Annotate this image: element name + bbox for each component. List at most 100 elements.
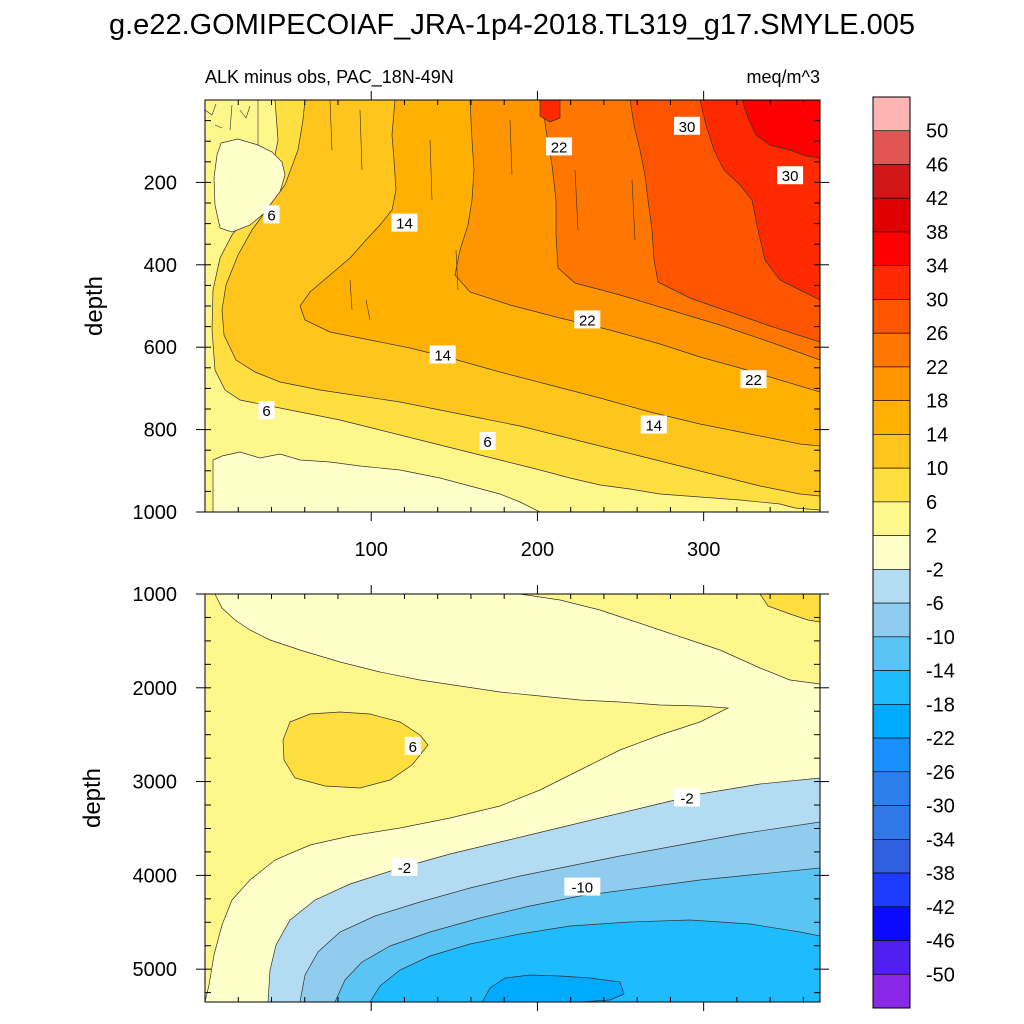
upper-contour-label-bg xyxy=(546,137,573,156)
lower-contour-label-bg xyxy=(564,877,601,896)
lower-y-tick-label: 3000 xyxy=(133,772,178,794)
colorbar-label: 34 xyxy=(926,256,948,278)
upper-left-title: ALK minus obs, PAC_18N-49N xyxy=(205,67,454,88)
upper-contour-label-bg xyxy=(429,345,456,364)
colorbar-swatch xyxy=(872,400,911,435)
colorbar-label: 10 xyxy=(926,458,948,480)
upper-y-axis-label: depth xyxy=(81,276,108,336)
colorbar: 50 46 42 38 34 30 26 22 18 14 10 6 2 -2 -6 -10 -14 -18 -22… xyxy=(872,96,955,1009)
upper-contour-label: 14 xyxy=(396,216,413,233)
figure-title: g.e22.GOMIPECOIAF_JRA-1p4-2018.TL319_g17… xyxy=(109,9,915,41)
lower-y-tick-label: 5000 xyxy=(133,959,178,981)
upper-contour-label-bg xyxy=(777,166,804,185)
upper-contour-label: 6 xyxy=(483,434,491,451)
lower-y-tick-label: 2000 xyxy=(133,678,178,700)
upper-contour-label-bg xyxy=(391,213,418,232)
colorbar-label: 50 xyxy=(926,121,948,143)
colorbar-swatch xyxy=(872,130,911,165)
upper-x-tick-label: 100 xyxy=(355,539,388,561)
lower-y-tick-label: 1000 xyxy=(133,584,178,606)
colorbar-label: -6 xyxy=(926,593,944,615)
colorbar-label: -22 xyxy=(926,728,955,750)
colorbar-swatch xyxy=(872,704,911,739)
colorbar-swatch xyxy=(872,434,911,469)
upper-contour-label: 14 xyxy=(645,417,662,434)
lower-panel: 6 -2 -2 -10 1000 2000 3000 4000 5000 depth xyxy=(79,584,829,1011)
upper-units-label: meq/m^3 xyxy=(747,67,820,87)
colorbar-swatch xyxy=(872,569,911,604)
lower-contour-label: -2 xyxy=(680,790,693,807)
colorbar-label: 22 xyxy=(926,357,948,379)
colorbar-swatch xyxy=(872,197,911,233)
colorbar-label: -42 xyxy=(926,897,955,919)
colorbar-swatch xyxy=(872,96,911,132)
upper-contour-label-bg xyxy=(263,205,280,224)
colorbar-swatch xyxy=(872,805,911,840)
colorbar-label: 46 xyxy=(926,154,948,176)
colorbar-swatch xyxy=(872,535,911,570)
colorbar-label: 26 xyxy=(926,323,948,345)
colorbar-frame xyxy=(872,96,911,1009)
upper-contour-fill xyxy=(205,100,820,512)
lower-x-axis xyxy=(237,585,804,1011)
colorbar-swatch xyxy=(872,636,911,671)
colorbar-swatch xyxy=(872,771,911,806)
colorbar-swatch xyxy=(872,501,911,536)
lower-contour-label-bg xyxy=(404,736,421,755)
colorbar-swatch xyxy=(872,164,911,199)
colorbar-swatch xyxy=(872,332,911,368)
colorbar-swatch xyxy=(872,265,911,300)
colorbar-label: -46 xyxy=(926,931,955,953)
colorbar-swatch xyxy=(872,602,911,638)
colorbar-label: 30 xyxy=(926,289,948,311)
upper-panel: ALK minus obs, PAC_18N-49N meq/m^3 xyxy=(81,67,829,561)
lower-contour-label: -10 xyxy=(571,880,593,897)
upper-contour-label-bg xyxy=(574,310,601,329)
colorbar-label: 18 xyxy=(926,391,948,413)
colorbar-label: -38 xyxy=(926,863,955,885)
upper-contour-label: 22 xyxy=(551,139,568,156)
colorbar-label: -10 xyxy=(926,627,955,649)
colorbar-label: 6 xyxy=(926,492,937,514)
upper-y-tick-label: 800 xyxy=(144,420,177,442)
upper-contour-label-bg xyxy=(674,116,701,135)
lower-contour-label-bg xyxy=(674,788,701,807)
lower-contour-label-bg xyxy=(391,857,418,876)
upper-contour-labels: 6 14 22 30 30 22 14 22 6 14 6 xyxy=(258,116,804,451)
colorbar-swatch xyxy=(872,670,911,705)
upper-contour-label: 14 xyxy=(434,347,451,364)
upper-y-tick-label: 600 xyxy=(144,337,177,359)
upper-x-tick-label: 200 xyxy=(521,539,554,561)
upper-y-tick-label: 200 xyxy=(144,172,177,194)
colorbar-label: -14 xyxy=(926,661,955,683)
upper-contour-label-bg xyxy=(258,401,275,420)
colorbar-label: -26 xyxy=(926,762,955,784)
upper-contour-label-bg xyxy=(740,370,767,389)
colorbar-label: -18 xyxy=(926,694,955,716)
lower-contour-labels: 6 -2 -2 -10 xyxy=(391,736,701,897)
colorbar-swatch xyxy=(872,299,911,334)
colorbar-swatch xyxy=(872,872,911,908)
colorbar-label: -50 xyxy=(926,964,955,986)
colorbar-swatch xyxy=(872,467,911,503)
colorbar-label: -2 xyxy=(926,559,944,581)
upper-contour-label: 6 xyxy=(262,403,270,420)
colorbar-swatch xyxy=(872,973,911,1009)
upper-contour-label: 22 xyxy=(745,372,762,389)
upper-contour-label-bg xyxy=(640,415,667,434)
upper-y-axis: 200 400 600 800 1000 xyxy=(133,99,829,524)
colorbar-label: -30 xyxy=(926,796,955,818)
colorbar-label: 38 xyxy=(926,222,948,244)
upper-x-axis: 100 200 300 xyxy=(237,91,804,561)
lower-y-axis-label: depth xyxy=(79,768,106,828)
upper-contour-label: 30 xyxy=(679,119,696,136)
colorbar-label: -34 xyxy=(926,829,955,851)
colorbar-swatch xyxy=(872,231,911,267)
lower-contour-label: 6 xyxy=(409,739,417,756)
lower-y-tick-label: 4000 xyxy=(133,865,178,887)
upper-contour-label-bg xyxy=(479,431,496,450)
colorbar-swatch xyxy=(872,940,911,975)
colorbar-swatch xyxy=(872,366,911,401)
upper-y-tick-label: 400 xyxy=(144,255,177,277)
